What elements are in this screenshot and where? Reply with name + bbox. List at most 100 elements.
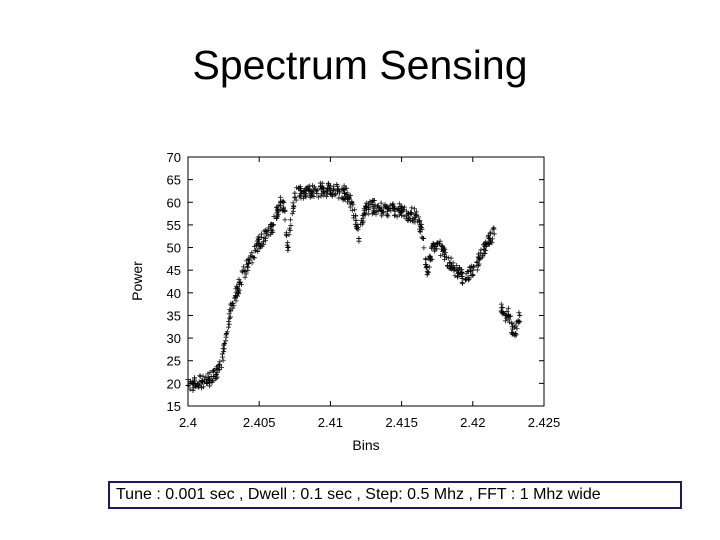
data-point: [227, 315, 233, 321]
data-point: [285, 247, 291, 253]
data-point: [399, 208, 405, 214]
data-point: [209, 378, 215, 384]
data-point: [482, 251, 488, 257]
data-point: [221, 346, 227, 352]
data-point: [226, 324, 232, 330]
data-point: [500, 305, 506, 311]
data-point: [268, 226, 274, 232]
y-tick-label: 35: [167, 308, 181, 323]
data-point: [282, 207, 288, 213]
data-point: [344, 199, 350, 205]
data-point: [379, 213, 385, 219]
data-point: [375, 204, 381, 210]
data-point: [502, 318, 508, 324]
data-point: [221, 349, 227, 355]
data-point: [489, 240, 495, 246]
data-point: [229, 300, 235, 306]
data-point: [356, 238, 362, 244]
data-point: [226, 321, 232, 327]
data-point: [392, 213, 398, 219]
data-point: [429, 257, 435, 263]
data-point: [227, 314, 233, 320]
data-point: [409, 210, 415, 216]
data-point: [392, 208, 398, 214]
data-point: [211, 368, 217, 374]
data-point: [318, 193, 324, 199]
data-point: [190, 388, 196, 394]
data-point: [516, 310, 522, 316]
data-point: [517, 312, 523, 318]
data-point: [418, 221, 424, 227]
data-point: [310, 183, 316, 189]
data-point: [310, 187, 316, 193]
data-point: [223, 338, 229, 344]
data-point: [359, 221, 365, 227]
data-point: [337, 190, 343, 196]
data-point: [432, 242, 438, 248]
data-point: [274, 204, 280, 210]
data-point: [463, 271, 469, 277]
data-point: [226, 318, 232, 324]
data-point: [211, 373, 217, 379]
data-point: [233, 298, 239, 304]
data-point: [447, 265, 453, 271]
data-point: [262, 238, 268, 244]
data-point: [361, 211, 367, 217]
data-point: [275, 208, 281, 214]
data-point: [372, 202, 378, 208]
data-point: [449, 263, 455, 269]
data-point: [203, 374, 209, 380]
data-point: [328, 183, 334, 189]
data-point: [505, 305, 511, 311]
data-point: [315, 194, 321, 200]
data-point: [200, 384, 206, 390]
data-point: [349, 207, 355, 213]
data-point: [467, 264, 473, 270]
data-point: [301, 188, 307, 194]
data-point: [416, 214, 422, 220]
data-point: [367, 202, 373, 208]
data-point: [419, 226, 425, 232]
data-point: [333, 191, 339, 197]
data-points: [185, 180, 523, 394]
data-point: [515, 318, 521, 324]
data-point: [470, 272, 476, 278]
data-point: [506, 317, 512, 323]
data-point: [244, 264, 250, 270]
data-point: [207, 383, 213, 389]
data-point: [429, 246, 435, 252]
data-point: [217, 362, 223, 368]
data-point: [516, 320, 522, 326]
data-point: [245, 261, 251, 267]
x-axis-label: Bins: [352, 437, 379, 453]
data-point: [257, 244, 263, 250]
data-point: [335, 183, 341, 189]
y-tick-label: 25: [167, 354, 181, 369]
data-point: [286, 226, 292, 232]
data-point: [281, 204, 287, 210]
data-point: [191, 375, 197, 381]
x-tick-label: 2.415: [385, 415, 418, 430]
y-tick-label: 15: [167, 399, 181, 414]
data-point: [386, 206, 392, 212]
data-point: [500, 310, 506, 316]
data-point: [363, 200, 369, 206]
data-point: [247, 257, 253, 263]
data-point: [214, 374, 220, 380]
data-point: [296, 185, 302, 191]
data-point: [235, 288, 241, 294]
data-point: [445, 262, 451, 268]
data-point: [236, 280, 242, 286]
y-tick-label: 30: [167, 331, 181, 346]
data-point: [207, 369, 213, 375]
data-point: [421, 245, 427, 251]
data-point: [480, 254, 486, 260]
data-point: [424, 268, 430, 274]
data-point: [471, 264, 477, 270]
data-point: [200, 373, 206, 379]
y-tick-label: 55: [167, 218, 181, 233]
data-point: [490, 226, 496, 232]
data-point: [452, 273, 458, 279]
data-point: [290, 208, 296, 214]
data-point: [315, 187, 321, 193]
